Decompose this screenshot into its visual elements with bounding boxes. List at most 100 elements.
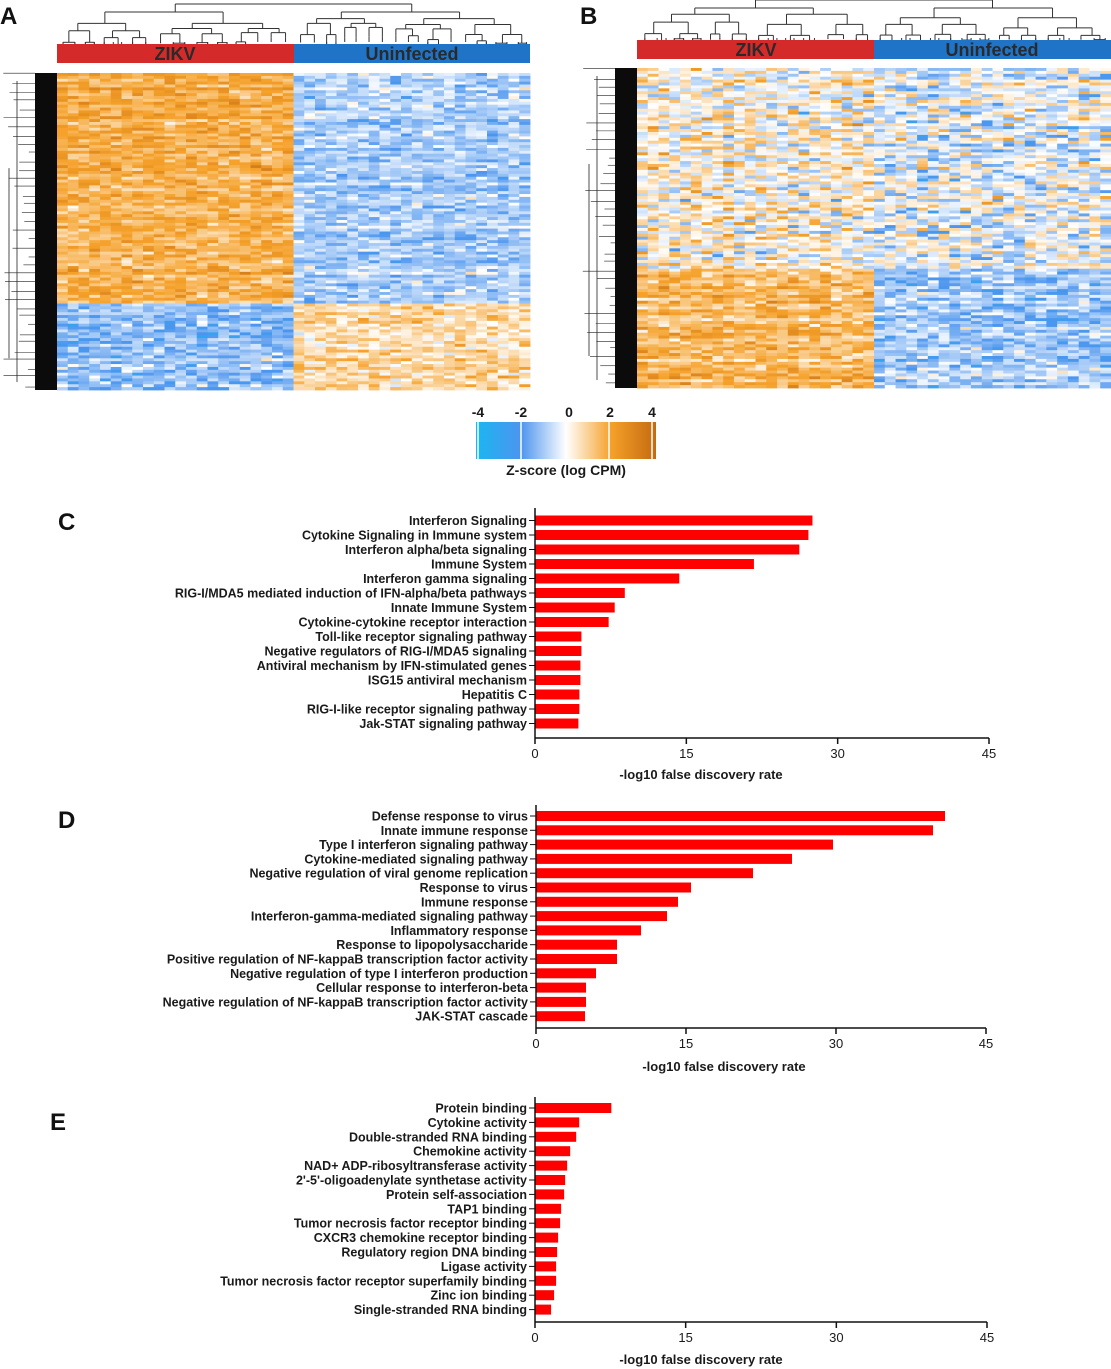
heatmap-cell [175, 297, 187, 302]
heatmap-cell [325, 84, 337, 88]
heatmap-cell [132, 286, 144, 290]
heatmap-cell [422, 78, 434, 83]
heatmap-cell [229, 110, 241, 114]
heatmap-cell [497, 231, 509, 235]
heatmap-cell [121, 326, 133, 330]
heatmap-cell [508, 136, 520, 140]
heatmap-cell [465, 228, 477, 232]
heatmap-cell [282, 292, 294, 296]
heatmap-cell [465, 104, 477, 108]
heatmap-cell [164, 378, 176, 382]
heatmap-cell [444, 156, 456, 160]
heatmap-cell [186, 142, 198, 146]
heatmap-cell [444, 366, 456, 371]
heatmap-cell [164, 240, 176, 244]
heatmap-cell [336, 346, 348, 351]
heatmap-cell [239, 145, 251, 149]
heatmap-cell [186, 219, 198, 224]
heatmap-cell [218, 98, 230, 103]
heatmap-cell [282, 194, 294, 198]
heatmap-cell [164, 113, 176, 117]
heatmap-cell [433, 208, 445, 212]
heatmap-cell [336, 119, 348, 123]
heatmap-cell [411, 150, 423, 155]
heatmap-cell [336, 234, 348, 238]
heatmap-cell [282, 113, 294, 117]
heatmap-cell [89, 136, 101, 140]
heatmap-cell [100, 366, 112, 371]
heatmap-cell [411, 369, 423, 374]
heatmap-cell [89, 251, 101, 255]
heatmap-cell [304, 98, 316, 103]
heatmap-cell [304, 222, 316, 227]
heatmap-cell [282, 159, 294, 163]
heatmap-cell [454, 245, 466, 250]
heatmap-cell [239, 283, 251, 287]
heatmap-cell [207, 303, 219, 307]
heatmap-cell [196, 173, 208, 178]
heatmap-cell [325, 297, 337, 302]
heatmap-cell [390, 217, 402, 221]
heatmap-cell [132, 101, 144, 106]
heatmap-cell [143, 101, 155, 106]
heatmap-cell [358, 326, 370, 330]
heatmap-cell [304, 245, 316, 250]
heatmap-cell [368, 280, 380, 284]
heatmap-cell [153, 248, 165, 253]
heatmap-cell [476, 185, 488, 189]
heatmap-cell [261, 136, 273, 140]
heatmap-cell [89, 101, 101, 106]
heatmap-cell [368, 361, 380, 365]
heatmap-cell [422, 179, 434, 183]
heatmap-cell [465, 294, 477, 299]
heatmap-cell [508, 84, 520, 88]
heatmap-cell [487, 332, 499, 336]
heatmap-cell [508, 329, 520, 333]
heatmap-cell [325, 254, 337, 258]
heatmap-cell [175, 266, 187, 270]
heatmap-cell [519, 266, 531, 270]
heatmap-cell [293, 81, 305, 85]
heatmap-cell [379, 145, 391, 149]
heatmap-cell [218, 90, 230, 94]
heatmap-cell [186, 130, 198, 134]
heatmap-cell [465, 124, 477, 129]
heatmap-cell [57, 121, 69, 126]
heatmap-cell [196, 303, 208, 307]
heatmap-cell [229, 87, 241, 91]
heatmap-cell [110, 346, 122, 351]
heatmap-cell [282, 257, 294, 261]
heatmap-cell [57, 268, 69, 273]
heatmap-cell [143, 130, 155, 134]
heatmap-cell [325, 145, 337, 149]
heatmap-cell [411, 237, 423, 241]
heatmap-cell [207, 271, 219, 276]
heatmap-cell [153, 81, 165, 85]
heatmap-cell [476, 257, 488, 261]
heatmap-cell [121, 219, 133, 224]
heatmap-cell [57, 104, 69, 108]
heatmap-cell [110, 90, 122, 94]
heatmap-cell [433, 217, 445, 221]
heatmap-cell [476, 225, 488, 230]
heatmap-cell [229, 81, 241, 85]
heatmap-cell [143, 257, 155, 261]
heatmap-cell [67, 87, 79, 91]
heatmap-cell [78, 271, 90, 276]
heatmap-cell [282, 254, 294, 258]
heatmap-cell [476, 375, 488, 379]
heatmap-cell [304, 159, 316, 163]
heatmap-cell [67, 127, 79, 132]
heatmap-cell [121, 315, 133, 319]
heatmap-cell [497, 185, 509, 189]
heatmap-cell [379, 196, 391, 201]
heatmap-cell [196, 306, 208, 310]
heatmap-cell [293, 145, 305, 149]
heatmap-cell [487, 372, 499, 376]
heatmap-cell [358, 375, 370, 379]
heatmap-cell [508, 323, 520, 327]
heatmap-cell [229, 194, 241, 198]
heatmap-cell [304, 231, 316, 235]
heatmap-cell [250, 219, 262, 224]
heatmap-cell [261, 289, 273, 293]
